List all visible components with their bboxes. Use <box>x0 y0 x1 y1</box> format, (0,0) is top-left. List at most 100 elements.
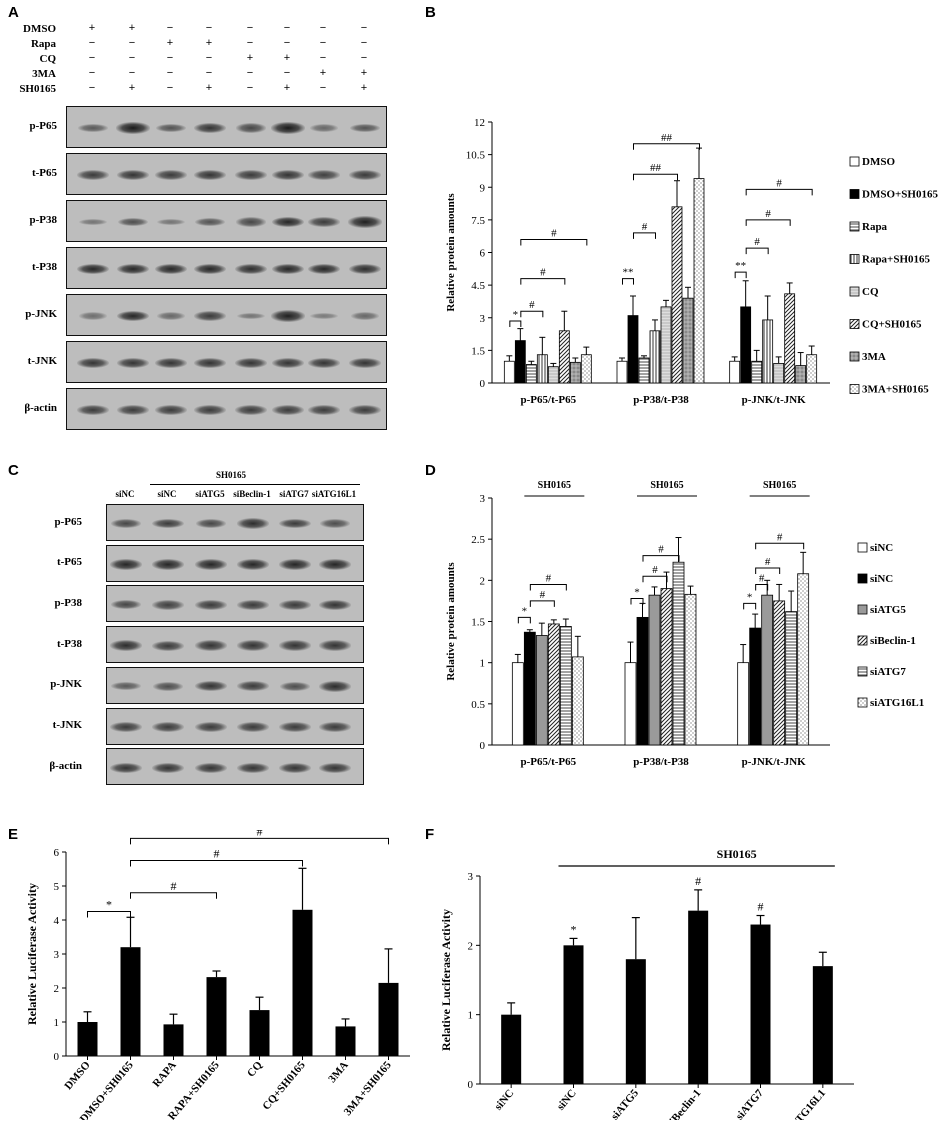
treatment-sign: − <box>246 67 254 79</box>
x-category-label: p-P38/t-P38 <box>633 756 689 768</box>
treatment-sign: − <box>128 67 136 79</box>
significance-label: # <box>658 544 664 556</box>
panel-label-d: D <box>425 462 436 479</box>
significance-bracket <box>87 911 131 918</box>
y-tick-label: 1 <box>468 1010 474 1022</box>
significance-bracket <box>529 583 567 591</box>
significance-label: # <box>758 900 764 914</box>
y-tick-label: 0 <box>480 378 486 390</box>
y-tick-label: 5 <box>54 881 60 893</box>
legend-label: CQ <box>862 286 879 298</box>
treatment-sign: + <box>205 37 213 49</box>
blot-band <box>319 640 351 651</box>
significance-label: ## <box>661 132 673 144</box>
blot-band <box>194 405 226 415</box>
blot-strip <box>66 106 387 148</box>
blot-band <box>157 218 185 226</box>
bar <box>625 959 646 1084</box>
significance-label: # <box>529 299 535 311</box>
significance-label: # <box>214 847 220 861</box>
blot-band <box>109 558 143 570</box>
blot-band <box>236 558 270 570</box>
bar <box>761 594 774 746</box>
treatment-sign: − <box>166 52 174 64</box>
blot-strip <box>106 748 364 786</box>
blot-band <box>152 518 184 529</box>
panel-label-b: B <box>425 4 436 21</box>
blot-strip <box>106 544 364 582</box>
blot-band <box>78 312 108 320</box>
blot-band <box>237 640 269 651</box>
y-tick-label: 3 <box>468 871 474 883</box>
significance-label: ** <box>735 260 746 272</box>
significance-bracket <box>633 143 700 150</box>
blot-band <box>272 405 304 415</box>
significance-bracket <box>520 310 544 318</box>
bar <box>249 1010 270 1056</box>
significance-bracket <box>755 567 781 574</box>
bar <box>660 588 673 746</box>
y-tick-label: 3 <box>480 313 486 325</box>
x-category-label: RAPA <box>150 1059 178 1090</box>
y-axis-title: Relative protein amounts <box>445 193 457 312</box>
blot-band <box>116 263 150 275</box>
y-tick-label: 6 <box>480 248 486 260</box>
blot-band <box>152 640 184 651</box>
treatment-sign: − <box>319 52 327 64</box>
significance-label: # <box>695 874 701 888</box>
treatment-sign: − <box>246 82 254 94</box>
significance-label: * <box>513 309 519 321</box>
blot-band <box>76 263 110 275</box>
significance-label: # <box>546 572 552 584</box>
panel-label-a: A <box>8 4 19 21</box>
blot-band <box>156 123 186 133</box>
y-tick-label: 0 <box>54 1051 60 1063</box>
bar <box>627 315 639 384</box>
significance-bracket <box>755 542 805 550</box>
significance-bracket <box>130 892 217 899</box>
treatment-sign: − <box>128 37 136 49</box>
treatment-label: Rapa <box>30 38 56 50</box>
blot-band <box>77 357 109 369</box>
bar <box>749 627 762 746</box>
panel-label-f: F <box>425 826 435 843</box>
blot-band <box>194 122 226 134</box>
blot-band <box>319 599 351 611</box>
legend-swatch <box>857 666 868 677</box>
blot-row-label: t-JNK <box>27 355 57 367</box>
blot-row-label: t-P65 <box>56 556 82 569</box>
significance-label: # <box>257 830 263 838</box>
treatment-label: 3MA <box>32 68 56 80</box>
lane-label: siNC <box>115 489 135 499</box>
blot-row-label: p-P65 <box>29 120 58 132</box>
bar <box>784 293 796 384</box>
y-tick-label: 1.5 <box>471 345 485 357</box>
bar <box>624 662 637 746</box>
bar <box>569 361 581 384</box>
bar <box>120 947 141 1056</box>
bar <box>750 924 771 1084</box>
blot-strip <box>66 200 387 242</box>
treatment-sign: − <box>283 37 291 49</box>
y-tick-label: 2 <box>480 575 486 587</box>
bar <box>616 360 628 384</box>
significance-bracket <box>509 320 522 328</box>
blot-band <box>116 122 150 134</box>
significance-bracket <box>642 575 668 583</box>
y-axis-title: Relative Luciferase Activity <box>439 909 453 1051</box>
significance-label: # <box>777 531 783 543</box>
blot-row-label: β-actin <box>49 759 82 772</box>
x-category-label: siATG16L1 <box>784 1087 828 1120</box>
blot-band <box>272 357 304 369</box>
blot-band <box>117 217 149 227</box>
blot-band <box>195 681 227 692</box>
x-category-label: p-P65/t-P65 <box>521 394 577 406</box>
legend-label: 3MA <box>862 351 886 363</box>
bar <box>501 1014 522 1084</box>
legend-label: siATG7 <box>870 666 906 678</box>
bar <box>547 366 559 384</box>
treatment-sign: − <box>88 37 96 49</box>
bar <box>535 635 548 746</box>
y-tick-label: 1.5 <box>471 617 485 629</box>
bar <box>335 1026 356 1056</box>
